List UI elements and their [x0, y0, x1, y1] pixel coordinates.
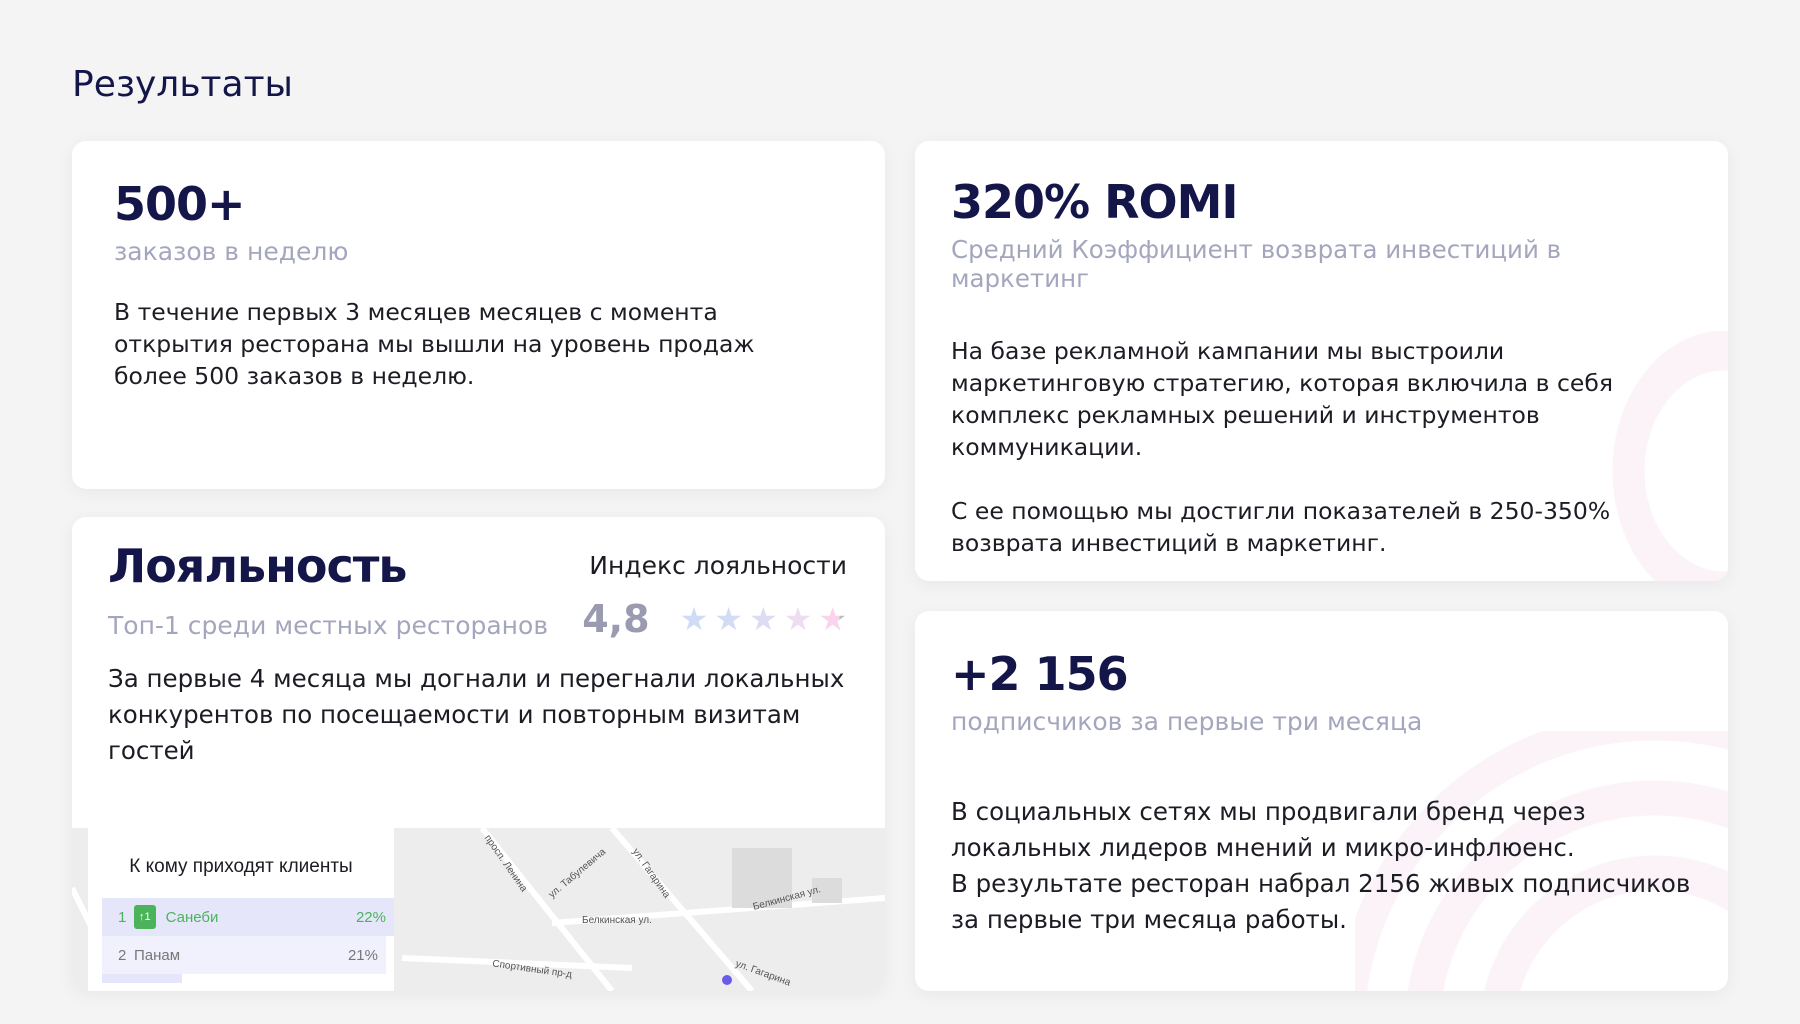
loyalty-index-value: 4,8 [582, 597, 650, 641]
decorative-logo [1595, 331, 1728, 581]
loyalty-subtitle: Топ-1 среди местных ресторанов [108, 611, 549, 640]
competitor-name: Санеби [165, 908, 219, 926]
romi-subtitle: Средний Коэффициент возврата инвестиций … [951, 235, 1562, 293]
loyalty-text: За первые 4 месяца мы догнали и перегнал… [108, 664, 845, 765]
orders-value: 500+ [114, 177, 246, 231]
competitor-share: 21% [347, 946, 378, 964]
panel-title: К кому приходят клиенты [129, 856, 353, 877]
loyalty-card: Лояльность Топ-1 среди местных ресторано… [72, 517, 885, 991]
subscribers-text-1: В социальных сетях мы продвигали бренд ч… [951, 797, 1586, 862]
subscribers-text-2: В результате ресторан набрал 2156 живых … [951, 869, 1691, 934]
orders-text: В течение первых 3 месяцев месяцев с мом… [114, 298, 755, 390]
competitors-panel: К кому приходят клиенты 1 ↑1 Санеби 22% … [88, 828, 394, 991]
star-icon: ★ [679, 600, 709, 638]
loyalty-value: Лояльность [108, 539, 408, 593]
competitor-row[interactable]: 2 Панам 21% [102, 936, 386, 974]
street-label: Белкинская ул. [582, 915, 652, 926]
page-title: Результаты [72, 64, 293, 105]
orders-card: 500+ заказов в неделю В течение первых 3… [72, 141, 885, 489]
rating-stars: ★ ★ ★ ★ ★ [680, 600, 847, 638]
romi-card: 320% ROMI Средний Коэффициент возврата и… [915, 141, 1728, 581]
subscribers-subtitle: подписчиков за первые три месяца [951, 707, 1423, 736]
star-icon: ★ [714, 600, 743, 638]
subscribers-value: +2 156 [951, 647, 1129, 701]
decorative-circles [1355, 731, 1728, 991]
rank-up-badge: ↑1 [134, 905, 156, 929]
romi-text-2: С ее помощью мы достигли показателей в 2… [951, 497, 1611, 557]
orders-subtitle: заказов в неделю [114, 237, 349, 266]
competitor-row[interactable]: 1 ↑1 Санеби 22% [102, 898, 394, 936]
romi-value: 320% ROMI [951, 175, 1239, 229]
subscribers-card: +2 156 подписчиков за первые три месяца … [915, 611, 1728, 991]
competitor-map[interactable]: просп. Ленина ул. Табулевича ул. Гагарин… [72, 828, 885, 991]
rank: 2 [118, 946, 127, 964]
competitor-row-partial [102, 974, 182, 983]
competitor-share: 22% [355, 908, 386, 926]
star-icon: ★ [748, 600, 778, 638]
loyalty-index-label: Индекс лояльности [589, 551, 847, 580]
star-icon: ★ [783, 600, 813, 638]
romi-text-1: На базе рекламной кампании мы выстроили … [951, 337, 1613, 461]
competitor-name: Панам [134, 946, 181, 964]
star-half-icon: ★ [818, 600, 847, 638]
rank: 1 [118, 908, 127, 926]
map-roads [72, 828, 885, 991]
